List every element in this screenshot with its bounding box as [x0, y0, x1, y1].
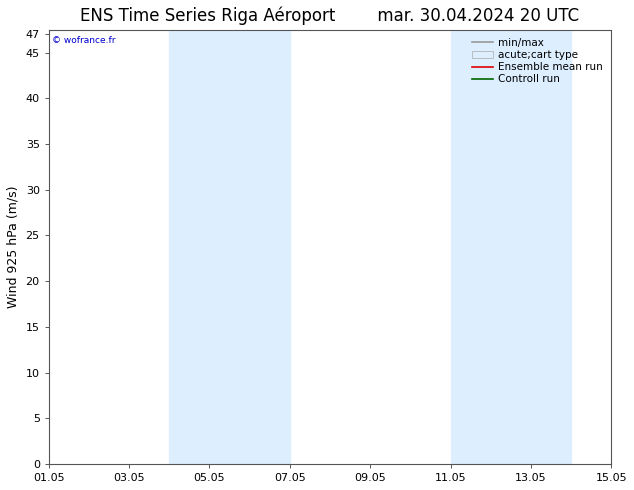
Bar — [451, 30, 571, 464]
Bar — [169, 30, 290, 464]
Text: © wofrance.fr: © wofrance.fr — [51, 36, 115, 45]
Title: ENS Time Series Riga Aéroport        mar. 30.04.2024 20 UTC: ENS Time Series Riga Aéroport mar. 30.04… — [81, 7, 579, 25]
Y-axis label: Wind 925 hPa (m/s): Wind 925 hPa (m/s) — [7, 186, 20, 308]
Legend: min/max, acute;cart type, Ensemble mean run, Controll run: min/max, acute;cart type, Ensemble mean … — [469, 35, 606, 88]
